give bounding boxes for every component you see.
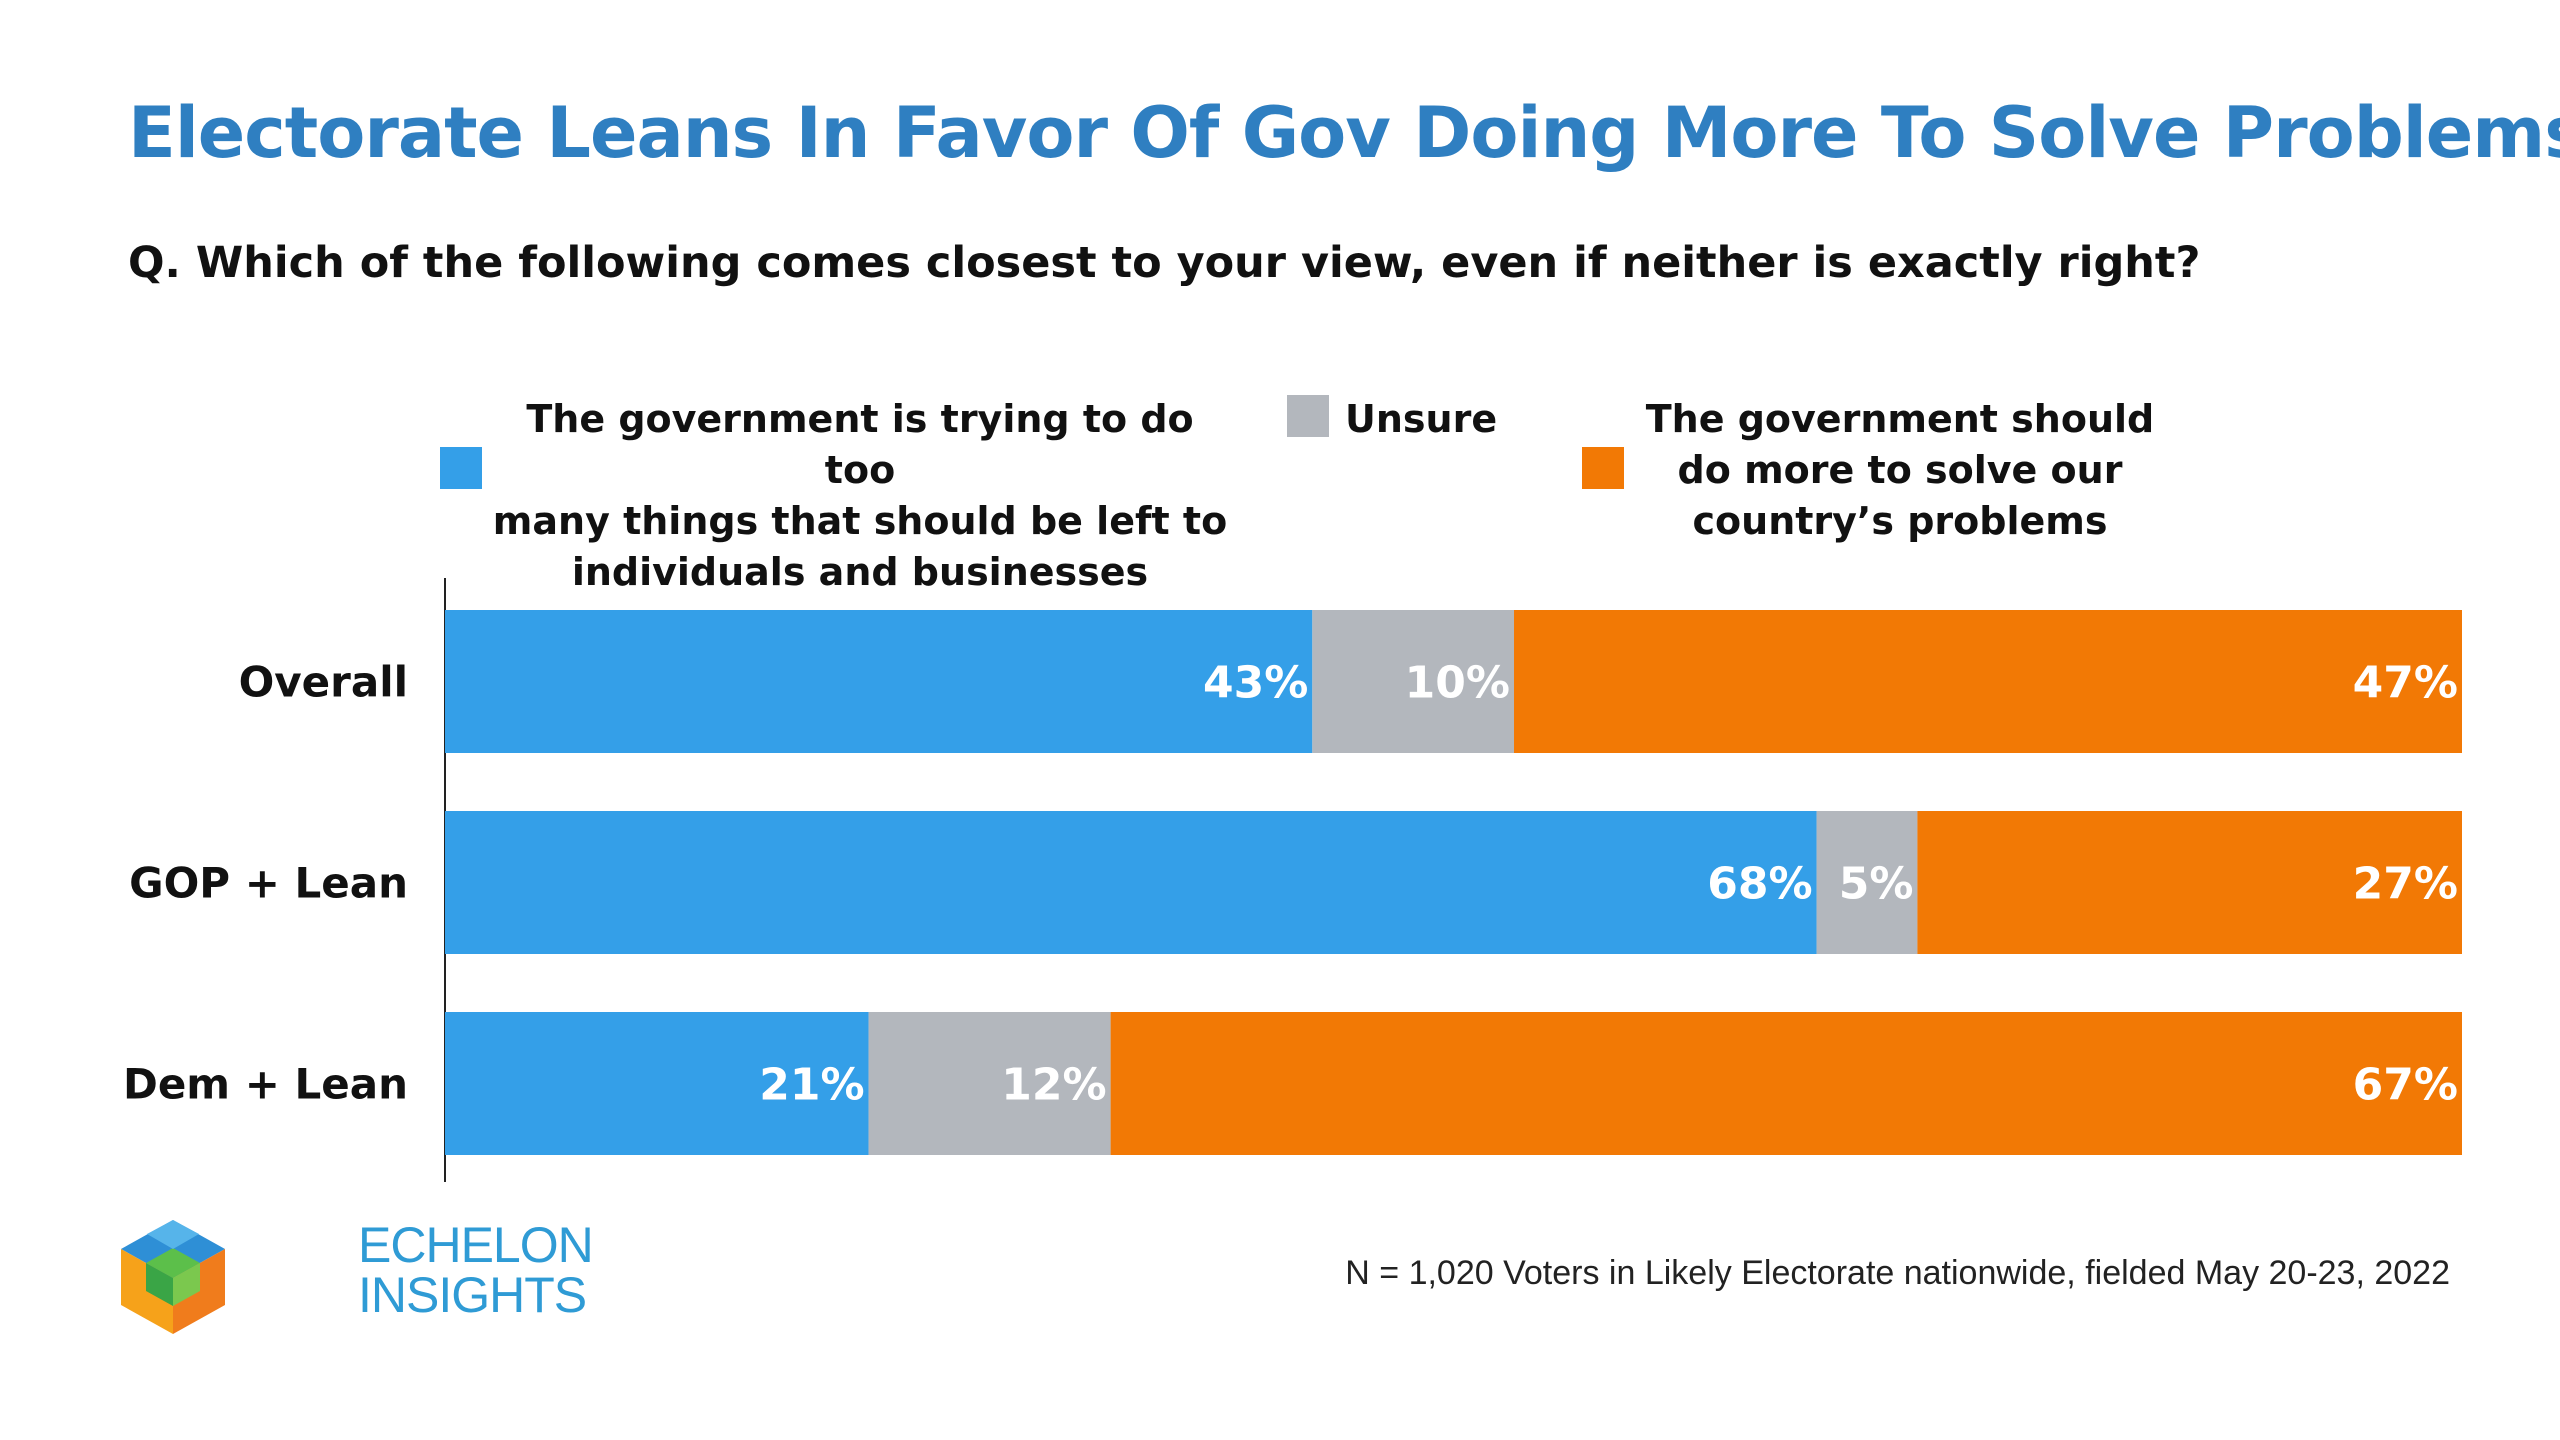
legend-swatch-unsure [1287, 395, 1329, 437]
question-text: Q. Which of the following comes closest … [128, 238, 2201, 288]
bar-segment-unsure [1816, 811, 1918, 954]
data-label: 12% [1001, 1060, 1106, 1111]
legend-label-right: The government should do more to solve o… [1645, 397, 2155, 543]
page-title: Electorate Leans In Favor Of Gov Doing M… [128, 92, 2560, 174]
footnote: N = 1,020 Voters in Likely Electorate na… [1345, 1254, 2450, 1292]
bar-segment-left [445, 1012, 869, 1155]
bar-segment-left [445, 811, 1817, 954]
data-label: 10% [1405, 658, 1510, 709]
data-label: 5% [1839, 859, 1914, 910]
bar-segment-unsure [1312, 610, 1515, 753]
category-label: Dem + Lean [123, 1060, 408, 1109]
logo-text-line2: INSIGHTS [358, 1267, 587, 1323]
data-label: 67% [2353, 1060, 2458, 1111]
category-label: Overall [239, 658, 408, 707]
bar-segment-left [445, 610, 1313, 753]
data-label: 43% [1203, 658, 1308, 709]
data-label: 21% [759, 1060, 864, 1111]
bar-segment-right [1110, 1012, 2462, 1155]
data-label: 27% [2353, 859, 2458, 910]
legend-label-left: The government is trying to do too many … [492, 397, 1228, 594]
bar-segment-right [1514, 610, 2462, 753]
data-label: 68% [1707, 859, 1812, 910]
logo-mark-icon [121, 1220, 225, 1334]
legend-swatch-right [1582, 447, 1624, 489]
bars-group: Overall 43% 10% 47% GOP + Lean 68% 5% 27% Dem + … [123, 610, 2462, 1155]
category-label: GOP + Lean [129, 859, 408, 908]
legend-swatch-left [440, 447, 482, 489]
bar-segment-right [1917, 811, 2462, 954]
echelon-insights-logo: ECHELON INSIGHTS [118, 1218, 594, 1340]
data-label: 47% [2353, 658, 2458, 709]
bar-segment-unsure [868, 1012, 1111, 1155]
logo-text-line1: ECHELON [358, 1217, 594, 1273]
legend-label-unsure: Unsure [1345, 397, 1498, 441]
